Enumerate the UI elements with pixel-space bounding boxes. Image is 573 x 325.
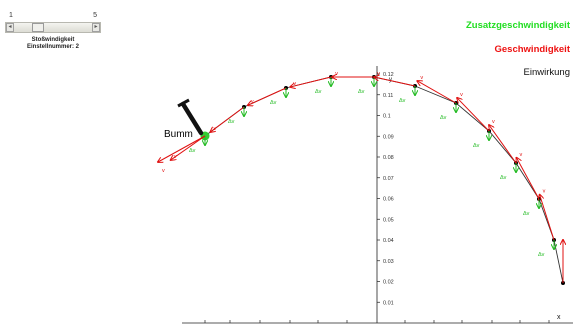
y-tick-label: 0.1 — [383, 114, 391, 120]
velocity-vector — [248, 87, 287, 105]
delta-label: Δv — [358, 89, 365, 95]
velocity-vector — [516, 158, 540, 200]
velocity-vector — [540, 195, 555, 241]
velocity-label: v — [519, 152, 522, 158]
y-tick-label: 0.04 — [383, 238, 394, 244]
delta-label: Δv — [473, 143, 480, 149]
delta-label: Δv — [228, 119, 235, 125]
velocity-label: v — [293, 81, 296, 87]
slider-label: Stoßwindigkeit — [31, 37, 75, 43]
vector-layer: v Δv v Δv v Δv v Δv v Δv v Δv v Δv v Δv v Δv v Δv v Δv v — [158, 71, 563, 283]
y-axis-mark: y — [389, 77, 392, 83]
hammer-icon — [177, 98, 204, 136]
velocity-vector — [290, 76, 332, 87]
slider-track[interactable]: ◂ ▸ — [5, 22, 101, 33]
speed-slider: 1 5 ◂ ▸ Stoßwindigkeit Einstellnummer: 2 — [5, 12, 103, 60]
legend-impact: Einwirkung — [523, 67, 570, 78]
y-tick-label: 0.06 — [383, 197, 394, 203]
y-tick-label: 0.11 — [383, 93, 393, 99]
delta-label: Δv — [315, 89, 322, 95]
y-tick-label: 0.07 — [383, 176, 394, 182]
delta-label: Δv — [538, 252, 545, 258]
velocity-label: v — [335, 71, 338, 77]
initial-velocity-vector — [158, 135, 206, 162]
slider-setting-text: Einstellnummer: 2 — [26, 44, 79, 50]
velocity-vector — [417, 81, 457, 104]
velocity-vector — [171, 135, 206, 160]
left-arrow-icon[interactable]: ◂ — [6, 23, 14, 32]
velocity-label: v — [162, 168, 165, 174]
velocity-label: v — [213, 126, 216, 132]
y-tick-label: 0.09 — [383, 134, 394, 140]
delta-label: Δv — [523, 211, 530, 217]
y-tick-label: 0.01 — [383, 300, 394, 306]
velocity-vector — [489, 125, 517, 164]
legend-velocity: Geschwindigkeit — [494, 44, 571, 55]
axes: 0.12 0.11 0.1 0.09 0.08 0.07 0.06 0.05 0.04 0.03 0… — [182, 66, 573, 324]
delta-label: Δv — [270, 100, 277, 106]
velocity-label: v — [420, 75, 423, 81]
velocity-vector — [374, 77, 416, 87]
bumm-label: Bumm — [164, 129, 193, 140]
slider-max-label: 5 — [93, 12, 97, 19]
velocity-label: v — [174, 154, 177, 160]
velocity-label: v — [460, 92, 463, 98]
velocity-vector — [457, 98, 490, 132]
velocity-label: v — [492, 119, 495, 125]
y-tick-label: 0.08 — [383, 155, 394, 161]
legend-additional-velocity: Zusatzgeschwindigkeit — [466, 20, 570, 31]
delta-label: Δv — [500, 175, 507, 181]
delta-label: Δv — [189, 148, 196, 154]
slider-min-label: 1 — [9, 12, 13, 19]
x-axis-mark: x — [557, 314, 561, 321]
velocity-label: v — [543, 189, 546, 195]
slider-thumb[interactable] — [31, 23, 44, 32]
velocity-vector — [210, 106, 245, 132]
right-arrow-icon[interactable]: ▸ — [92, 23, 100, 32]
delta-label: Δv — [440, 115, 447, 121]
velocity-label: v — [377, 71, 380, 77]
y-tick-label: 0.03 — [383, 259, 394, 265]
delta-label: Δv — [399, 98, 406, 104]
velocity-label: v — [251, 99, 254, 105]
y-tick-label: 0.02 — [383, 280, 394, 286]
y-tick-label: 0.05 — [383, 217, 394, 223]
y-tick-label: 0.12 — [383, 72, 394, 78]
